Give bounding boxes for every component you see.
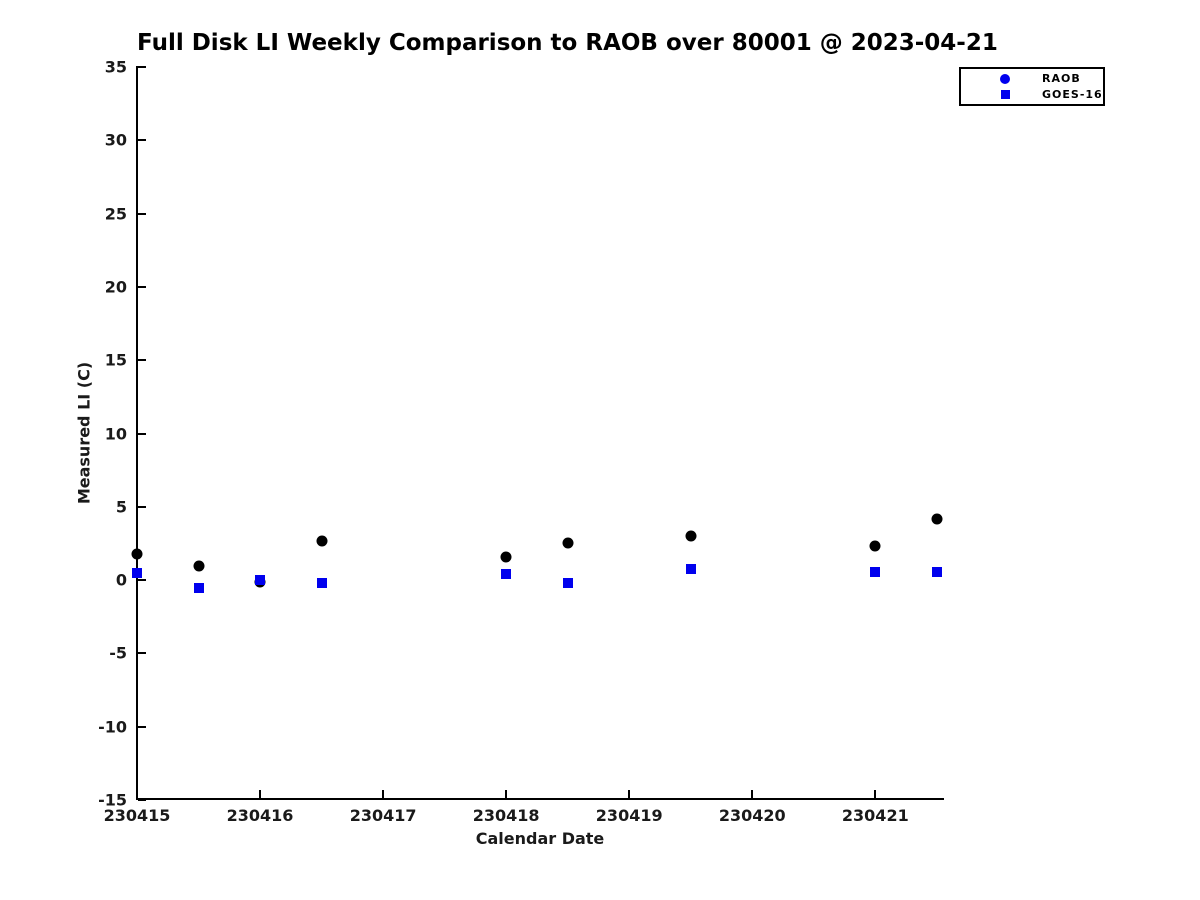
goes16-point [316,578,327,589]
goes16-point [685,564,696,575]
goes16-point [193,583,204,594]
y-tick-mark [138,66,146,68]
raob-point [562,537,574,549]
legend-row-raob: RAOB [961,71,1103,86]
legend-label-raob: RAOB [1042,72,1081,86]
goes16-point [132,567,142,578]
x-tick-mark [505,790,508,798]
x-tick-label: 230418 [472,806,540,825]
x-tick-mark [382,790,385,798]
y-tick-mark [138,212,146,215]
goes16-point [931,567,942,578]
y-tick-mark [138,799,146,801]
x-tick-mark [136,790,138,798]
x-tick-label: 230415 [103,806,171,825]
y-tick-mark [138,285,146,288]
goes16-point [870,567,881,578]
x-tick-label: 230421 [841,806,909,825]
raob-point [869,540,881,552]
y-tick-mark [138,652,146,655]
y-tick-label: 15 [104,350,127,370]
legend-label-goes16: GOES-16 [1042,87,1103,101]
raob-point [316,535,328,547]
x-tick-mark [751,790,754,798]
x-tick-label: 230419 [595,806,663,825]
x-axis-label: Calendar Date [475,829,605,848]
y-tick-mark [138,359,146,362]
y-tick-mark [138,725,146,728]
x-tick-mark [874,790,877,798]
y-tick-label: -5 [109,643,127,663]
y-tick-label: 20 [104,277,127,297]
y-tick-mark [138,579,146,582]
y-tick-label: 10 [104,424,127,443]
raob-circle-icon [1000,73,1010,84]
raob-point [500,551,512,563]
y-axis-line [136,66,138,800]
y-tick-label: 0 [115,570,127,590]
y-tick-label: 30 [104,130,127,150]
raob-point [685,530,697,542]
x-axis-line [136,798,944,800]
y-tick-mark [138,139,146,142]
raob-point [131,548,143,560]
y-tick-label: 5 [115,497,127,517]
x-tick-mark [259,790,262,798]
raob-point [193,560,205,572]
x-tick-label: 230420 [718,806,786,825]
legend-marker-cell [988,89,1022,99]
chart-title: Full Disk LI Weekly Comparison to RAOB o… [137,30,998,56]
y-tick-label: 25 [104,204,127,224]
y-tick-mark [138,432,146,435]
y-tick-label: -10 [98,717,127,737]
legend-marker-cell [988,73,1022,84]
y-tick-label: -15 [98,790,127,810]
raob-point [931,513,943,525]
x-tick-label: 230417 [349,806,417,825]
goes16-point [501,568,512,579]
x-tick-mark [628,790,631,798]
x-tick-label: 230416 [226,806,294,825]
goes16-point [562,578,573,589]
goes16-square-icon [1000,89,1010,99]
goes16-point [255,575,266,586]
y-tick-label: 35 [104,57,127,77]
y-tick-mark [138,505,146,508]
legend-box: RAOB GOES-16 [959,67,1105,106]
legend-row-goes16: GOES-16 [961,87,1103,102]
